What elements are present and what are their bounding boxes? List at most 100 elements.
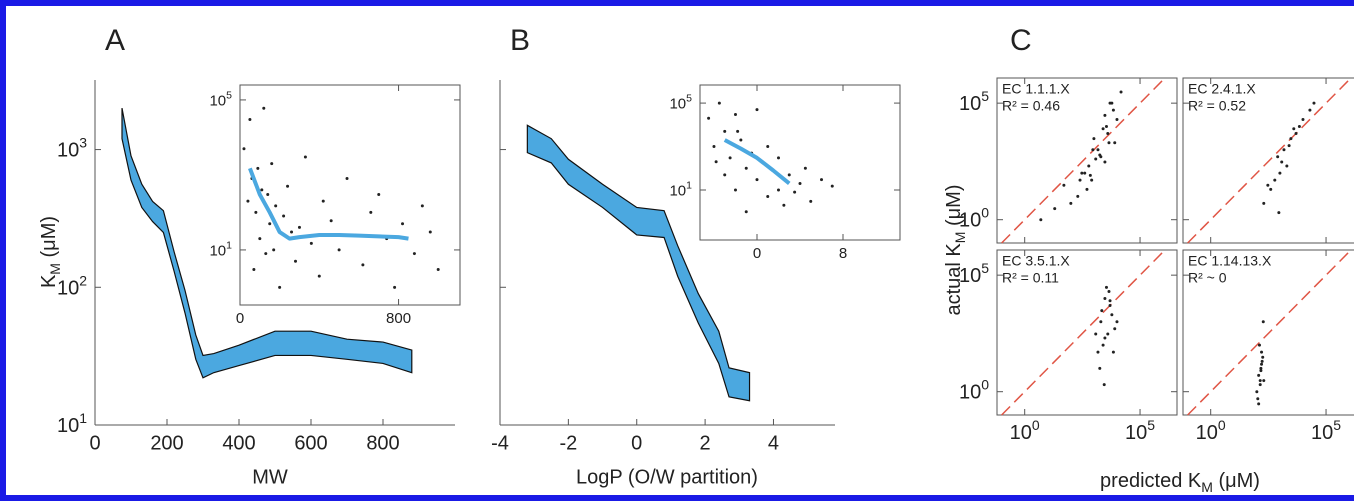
plot-frame [996, 77, 1178, 244]
r-squared: R² = 0.52 [1188, 98, 1246, 114]
tick-exponent: 5 [686, 92, 692, 104]
point [1278, 171, 1282, 175]
tick-base: 10 [959, 265, 981, 287]
trend-line [723, 138, 791, 186]
point [337, 248, 341, 252]
point [303, 155, 307, 159]
identity-line [1187, 249, 1352, 416]
point [1266, 183, 1270, 187]
point [1096, 148, 1100, 152]
point [1103, 296, 1107, 300]
annotation: EC 1.1.1.X [1002, 81, 1070, 97]
point [1099, 320, 1103, 324]
point [309, 241, 313, 245]
point [766, 145, 770, 149]
point [1106, 332, 1110, 336]
point [1107, 289, 1111, 293]
tick-label: 100 [1196, 417, 1226, 445]
point [1111, 108, 1115, 112]
point [776, 156, 780, 160]
trend-line [248, 167, 409, 241]
point [266, 193, 270, 197]
point [1294, 131, 1298, 135]
point [1261, 355, 1265, 359]
plot-frame [699, 84, 901, 241]
tick-label: 105 [959, 88, 989, 116]
identity-line [1001, 249, 1166, 416]
point [248, 118, 252, 122]
annotation: EC 2.4.1.X [1188, 81, 1256, 97]
point [377, 193, 381, 197]
point [1259, 366, 1263, 370]
point [744, 166, 748, 170]
point [1103, 336, 1107, 340]
tick-base: 10 [669, 96, 686, 113]
tick-exponent: 1 [226, 239, 232, 251]
point [1107, 141, 1111, 145]
tick-exponent: 0 [1032, 417, 1040, 433]
identity-line [1001, 77, 1166, 244]
point [733, 112, 737, 116]
point [274, 204, 278, 208]
point [776, 188, 780, 192]
point [1312, 101, 1316, 105]
point [1273, 178, 1277, 182]
y-axis-label-text: actual K [943, 243, 965, 316]
point [268, 222, 272, 226]
x-axis-label: LogP (O/W partition) [576, 466, 758, 488]
point [1276, 155, 1280, 159]
point [258, 237, 262, 241]
point [412, 252, 416, 256]
point [369, 210, 373, 214]
point [739, 138, 743, 142]
tick-base: 10 [1196, 422, 1218, 444]
point [246, 199, 250, 203]
tick-base: 10 [57, 140, 79, 162]
point [393, 285, 397, 289]
point [1111, 350, 1115, 354]
point [1096, 350, 1100, 354]
point [1115, 117, 1119, 121]
point [1277, 211, 1281, 215]
point [755, 108, 759, 112]
point [1104, 124, 1108, 128]
tick-label: 8 [839, 245, 847, 262]
point [262, 106, 266, 110]
tick-base: 10 [1125, 422, 1147, 444]
point [755, 178, 759, 182]
tick-label: 101 [669, 179, 692, 199]
point [733, 188, 737, 192]
point [242, 147, 246, 151]
point [1301, 117, 1305, 121]
annotation: EC 3.5.1.X [1002, 253, 1070, 269]
tick-label: 100 [1010, 417, 1040, 445]
point [787, 173, 791, 177]
plot-frame [996, 249, 1178, 416]
point [1088, 173, 1092, 177]
tick-label: 0 [236, 310, 244, 327]
point [1261, 320, 1265, 324]
point [1256, 397, 1260, 401]
point [1085, 187, 1089, 191]
point [728, 156, 732, 160]
point [293, 259, 297, 263]
point [1289, 137, 1293, 141]
x-axis-label-text: predicted K [1100, 470, 1202, 492]
tick-label: 0 [753, 245, 761, 262]
point [1094, 332, 1098, 336]
y-axis-label-sub: M [952, 232, 968, 244]
point [1062, 183, 1066, 187]
point [297, 225, 301, 229]
point [707, 116, 711, 120]
point [723, 129, 727, 133]
point [723, 173, 727, 177]
point [1106, 131, 1110, 135]
panel-label: B [510, 24, 530, 57]
tick-exponent: 5 [981, 260, 989, 276]
point [1113, 141, 1117, 145]
tick-exponent: 0 [981, 376, 989, 392]
point [1103, 160, 1107, 164]
point [428, 230, 432, 234]
identity-line [1187, 77, 1352, 244]
point [252, 268, 256, 272]
